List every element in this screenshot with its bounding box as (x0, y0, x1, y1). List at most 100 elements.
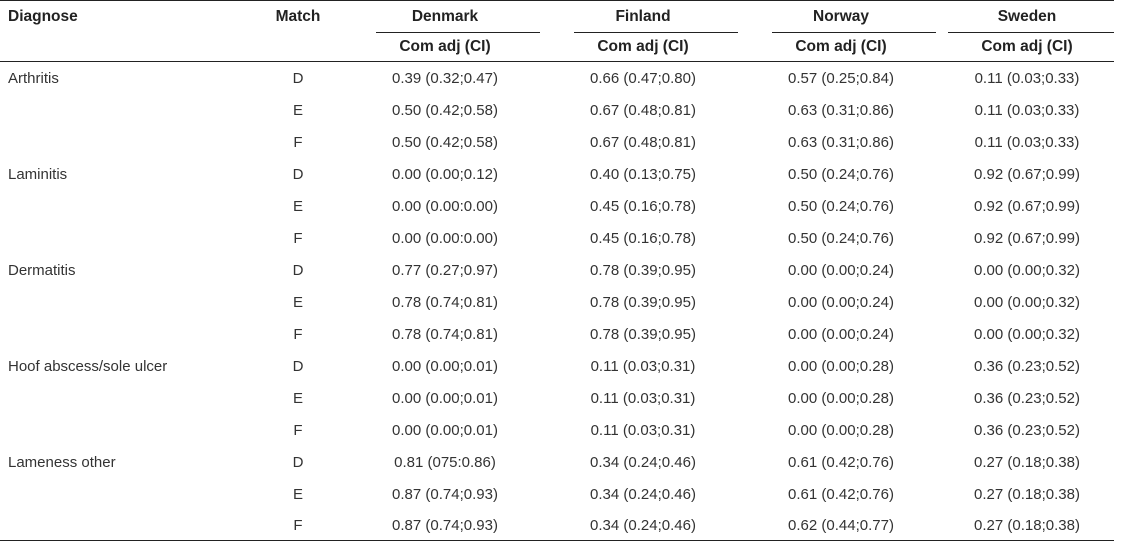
match-cell: D (292, 69, 304, 87)
table-body: Arthritis D 0.39 (0.32;0.47) 0.66 (0.47;0.8… (0, 62, 1114, 541)
value-cell-norway: 0.00 (0.00;0.24) (788, 293, 894, 311)
subheader-label: Com adj (CI) (399, 38, 491, 55)
table-row: Laminitis D 0.00 (0.00;0.12) 0.40 (0.13;0.7… (0, 158, 1114, 190)
subheader-com-adj-denmark: Com adj (CI) (346, 32, 544, 62)
value-cell-denmark: 0.87 (0.74;0.93) (346, 510, 544, 541)
value-cell-sweden: 0.11 (0.03;0.33) (974, 101, 1080, 119)
match-cell: F (293, 421, 303, 439)
match-cell: F (293, 325, 303, 343)
value-cell-denmark: 0.00 (0.00;0.01) (392, 389, 498, 407)
match-cell: D (292, 357, 304, 375)
value-cell-sweden: 0.36 (0.23;0.52) (974, 421, 1080, 439)
value-cell-norway: 0.63 (0.31;0.86) (788, 133, 894, 151)
value-cell-sweden: 0.92 (0.67;0.99) (974, 197, 1080, 215)
match-cell: D (292, 453, 304, 471)
subheader-rule (574, 32, 738, 33)
diagnose-cell (0, 286, 250, 318)
table-row: E 0.87 (0.74;0.93) 0.34 (0.24;0.46) 0.61 (0… (0, 478, 1114, 510)
table-row: F 0.78 (0.74;0.81) 0.78 (0.39;0.95) 0.00 (0… (0, 318, 1114, 350)
subheader-com-adj-norway: Com adj (CI) (742, 32, 940, 62)
value-cell-denmark: 0.87 (0.74;0.93) (392, 485, 498, 503)
table-row: E 0.78 (0.74;0.81) 0.78 (0.39;0.95) 0.00 (0… (0, 286, 1114, 318)
country-header-finland: Finland (544, 0, 742, 33)
subheader-spacer (0, 33, 250, 62)
match-cell: F (293, 133, 303, 151)
header-row: Diagnose Match Denmark Finland Norway Sw… (0, 0, 1114, 33)
value-cell-norway: 0.00 (0.00;0.24) (788, 325, 894, 343)
value-cell-finland: 0.11 (0.03;0.31) (590, 421, 696, 439)
value-cell-finland: 0.34 (0.24;0.46) (590, 453, 696, 471)
match-cell: F (250, 510, 346, 541)
value-cell-denmark: 0.77 (0.27;0.97) (392, 261, 498, 279)
match-cell: E (292, 101, 303, 119)
value-cell-finland: 0.11 (0.03;0.31) (590, 357, 696, 375)
value-cell-finland: 0.11 (0.03;0.31) (590, 389, 696, 407)
table-row: F 0.00 (0.00:0.00) 0.45 (0.16;0.78) 0.50 (0… (0, 222, 1114, 254)
match-cell: D (292, 165, 304, 183)
value-cell-norway: 0.00 (0.00;0.28) (788, 357, 894, 375)
value-cell-finland: 0.67 (0.48;0.81) (590, 101, 696, 119)
value-cell-denmark: 0.00 (0.00:0.00) (392, 229, 498, 247)
value-cell-norway: 0.50 (0.24;0.76) (788, 165, 894, 183)
subheader-com-adj-finland: Com adj (CI) (544, 32, 742, 62)
value-cell-sweden: 0.00 (0.00;0.32) (974, 293, 1080, 311)
value-cell-denmark: 0.78 (0.74;0.81) (392, 293, 498, 311)
value-cell-finland: 0.78 (0.39;0.95) (590, 293, 696, 311)
country-header-sweden: Sweden (940, 0, 1114, 33)
value-cell-denmark: 0.00 (0.00;0.01) (392, 357, 498, 375)
value-cell-finland: 0.66 (0.47;0.80) (590, 69, 696, 87)
results-table: Diagnose Match Denmark Finland Norway Sw… (0, 0, 1114, 541)
value-cell-denmark: 0.00 (0.00:0.00) (392, 197, 498, 215)
match-cell: E (292, 293, 303, 311)
value-cell-sweden: 0.36 (0.23;0.52) (974, 357, 1080, 375)
subheader-rule (772, 32, 936, 33)
value-cell-sweden: 0.92 (0.67;0.99) (974, 165, 1080, 183)
value-cell-norway: 0.61 (0.42;0.76) (788, 453, 894, 471)
diagnose-header: Diagnose (0, 0, 250, 33)
diagnose-cell: Laminitis (8, 165, 68, 183)
table-row: E 0.50 (0.42;0.58) 0.67 (0.48;0.81) 0.63 (0… (0, 94, 1114, 126)
table-row: Dermatitis D 0.77 (0.27;0.97) 0.78 (0.39;0.… (0, 254, 1114, 286)
value-cell-finland: 0.45 (0.16;0.78) (590, 229, 696, 247)
value-cell-norway: 0.50 (0.24;0.76) (788, 229, 894, 247)
table-row: E 0.00 (0.00;0.01) 0.11 (0.03;0.31) 0.00 (0… (0, 382, 1114, 414)
value-cell-finland: 0.67 (0.48;0.81) (590, 133, 696, 151)
table-row: F 0.87 (0.74;0.93) 0.34 (0.24;0.46) 0.62 (0… (0, 510, 1114, 541)
diagnose-cell (0, 94, 250, 126)
match-cell: E (292, 389, 303, 407)
value-cell-sweden: 0.92 (0.67;0.99) (974, 229, 1080, 247)
match-cell: D (292, 261, 304, 279)
value-cell-norway: 0.62 (0.44;0.77) (742, 510, 940, 541)
value-cell-finland: 0.45 (0.16;0.78) (590, 197, 696, 215)
subheader-label: Com adj (CI) (795, 38, 887, 55)
value-cell-finland: 0.78 (0.39;0.95) (590, 325, 696, 343)
value-cell-denmark: 0.50 (0.42;0.58) (392, 101, 498, 119)
value-cell-norway: 0.00 (0.00;0.24) (788, 261, 894, 279)
match-cell: F (293, 229, 303, 247)
subheader-rule (376, 32, 540, 33)
value-cell-denmark: 0.39 (0.32;0.47) (392, 69, 498, 87)
diagnose-cell: Dermatitis (8, 261, 76, 279)
table-row: F 0.50 (0.42;0.58) 0.67 (0.48;0.81) 0.63 (0… (0, 126, 1114, 158)
match-cell: E (292, 197, 303, 215)
subheader-label: Com adj (CI) (597, 38, 689, 55)
diagnose-cell (0, 382, 250, 414)
value-cell-norway: 0.50 (0.24;0.76) (788, 197, 894, 215)
value-cell-denmark: 0.78 (0.74;0.81) (392, 325, 498, 343)
diagnose-cell (0, 510, 250, 541)
diagnose-cell: Hoof abscess/sole ulcer (8, 357, 168, 375)
diagnose-cell (0, 318, 250, 350)
subheader-spacer (250, 33, 346, 62)
diagnose-cell (0, 414, 250, 446)
diagnose-cell (0, 126, 250, 158)
value-cell-denmark: 0.00 (0.00;0.12) (392, 165, 498, 183)
value-cell-finland: 0.34 (0.24;0.46) (590, 485, 696, 503)
diagnose-cell (0, 222, 250, 254)
table-row: E 0.00 (0.00:0.00) 0.45 (0.16;0.78) 0.50 (0… (0, 190, 1114, 222)
subheader-rule (948, 32, 1114, 33)
match-header: Match (250, 0, 346, 33)
value-cell-sweden: 0.27 (0.18;0.38) (940, 510, 1114, 541)
diagnose-cell (0, 190, 250, 222)
value-cell-norway: 0.00 (0.00;0.28) (788, 421, 894, 439)
match-cell: E (292, 485, 303, 503)
